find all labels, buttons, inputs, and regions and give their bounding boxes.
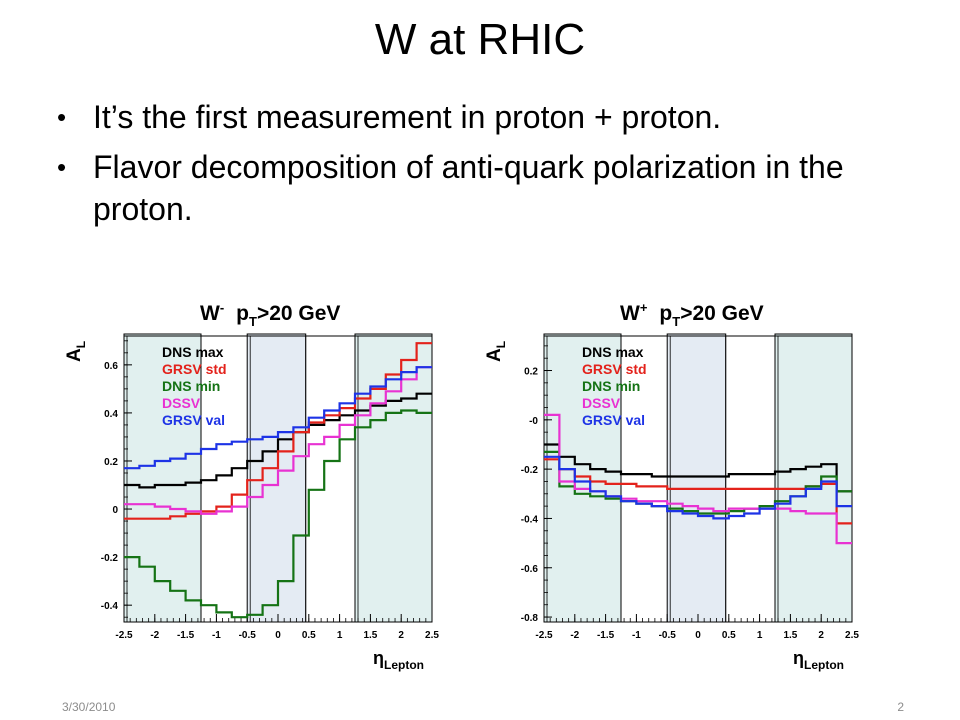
bullet-text: It’s the first measurement in proton + p… (93, 99, 722, 135)
x-tick-label: -1.5 (597, 630, 615, 641)
legend-entry: GRSV val (582, 412, 645, 428)
footer-date: 3/30/2010 (62, 700, 116, 714)
shaded-band (246, 333, 307, 623)
y-tick-label: 0.2 (524, 367, 538, 378)
x-tick-label: 2.5 (845, 630, 859, 641)
y-tick-label: 0.4 (104, 409, 118, 420)
x-tick-label: 0 (695, 630, 701, 641)
x-tick-label: 0.5 (302, 630, 316, 641)
legend-entry: GRSV std (162, 361, 227, 377)
x-tick-label: -0.5 (659, 630, 677, 641)
x-tick-label: 1 (337, 630, 343, 641)
chart-w-plus: W+ pT>20 GeV -0.8 -0.6 -0.4 -0.2 -0 0.2 -2.5 -2 -1… (484, 300, 859, 672)
bullet-list: • It’s the first measurement in proton +… (55, 96, 915, 238)
x-tick-label: 0 (275, 630, 281, 641)
x-axis-label: ηLepton (373, 648, 424, 672)
chart-title: W+ pT>20 GeV (620, 300, 764, 329)
legend-entry: GRSV val (162, 412, 225, 428)
y-tick-label: -0.6 (521, 564, 539, 575)
y-tick-label: -0.8 (521, 613, 539, 624)
chart-title-var: p (236, 302, 249, 325)
y-tick-label: -0.4 (521, 514, 539, 525)
chart-title-var: p (659, 302, 672, 325)
x-axis-label-sub: Lepton (804, 658, 844, 672)
y-tick-label: 0.6 (104, 361, 118, 372)
y-axis-label: AL (64, 341, 88, 362)
bullet-dot-icon: • (57, 152, 67, 182)
legend-entry: DSSV (162, 395, 201, 411)
slide-title: W at RHIC (374, 15, 586, 64)
series-line-grsv-val (124, 366, 432, 470)
shaded-band (774, 333, 853, 623)
chart-title-sub: T (249, 314, 257, 329)
y-axis-label-main: A (484, 348, 505, 362)
x-axis-label: ηLepton (793, 648, 844, 672)
chart-title-boson: W (200, 302, 220, 325)
legend-entry: GRSV std (582, 361, 647, 377)
y-tick-label: 0.2 (104, 457, 118, 468)
x-tick-label: -2.5 (535, 630, 553, 641)
series-line-dns-max (544, 443, 852, 493)
y-axis-label-sub: L (74, 341, 88, 348)
series-line-dns-min (124, 409, 432, 619)
chart-title-charge: + (640, 300, 648, 315)
y-axis-label-main: A (64, 348, 85, 362)
chart-title-sub: T (672, 314, 680, 329)
shaded-band (123, 333, 202, 623)
y-tick-label: -0 (529, 416, 538, 427)
x-tick-label: 1 (757, 630, 763, 641)
series-line-dns-max (124, 392, 432, 489)
legend-entry: DNS max (582, 344, 644, 360)
x-axis-label-main: η (793, 648, 804, 668)
x-tick-label: -2 (570, 630, 579, 641)
series-line-grsv-val (544, 455, 852, 520)
x-tick-label: -1.5 (177, 630, 195, 641)
y-tick-label: -0.4 (101, 601, 119, 612)
x-axis-label-sub: Lepton (384, 658, 424, 672)
chart-title: W-pT>20 GeV (200, 300, 340, 329)
chart-w-minus: W-pT>20 GeV-0.4-0.200.20.40.6-2.5 -2 -1.5-… (64, 300, 439, 672)
shaded-band (354, 333, 433, 623)
x-tick-label: -2 (150, 630, 159, 641)
y-axis-label-sub: L (494, 341, 508, 348)
x-tick-label: 0.5 (722, 630, 736, 641)
y-tick-label: -0.2 (521, 465, 539, 476)
x-tick-label: 2 (398, 630, 404, 641)
series-line-grsv-std (124, 342, 432, 520)
y-axis-label: AL (484, 341, 508, 362)
x-tick-label: -2.5 (115, 630, 133, 641)
bullet-item: • It’s the first measurement in proton +… (55, 96, 915, 138)
y-tick-label: 0 (112, 505, 118, 516)
shaded-band (543, 333, 622, 623)
bullet-dot-icon: • (57, 102, 67, 132)
legend-entry: DSSV (582, 395, 621, 411)
x-tick-label: 2.5 (425, 630, 439, 641)
x-axis-label-main: η (373, 648, 384, 668)
chart-title-cut: >20 GeV (257, 302, 340, 325)
bullet-item: • Flavor decomposition of anti-quark pol… (55, 146, 915, 230)
chart-title-boson: W (620, 302, 640, 325)
shaded-band (666, 333, 727, 623)
legend-entry: DNS min (162, 378, 220, 394)
chart-title-cut: >20 GeV (680, 302, 763, 325)
legend-entry: DNS max (162, 344, 224, 360)
page-number: 2 (897, 700, 904, 714)
x-tick-label: 2 (818, 630, 824, 641)
x-tick-label: -0.5 (239, 630, 257, 641)
x-tick-label: 1.5 (363, 630, 377, 641)
series-line-dssv (124, 366, 432, 515)
y-tick-label: -0.2 (101, 553, 119, 564)
x-tick-label: -1 (212, 630, 221, 641)
x-tick-label: 1.5 (783, 630, 797, 641)
bullet-text: Flavor decomposition of anti-quark polar… (93, 149, 844, 227)
chart-title-charge: - (220, 300, 224, 315)
x-tick-label: -1 (632, 630, 641, 641)
legend-entry: DNS min (582, 378, 640, 394)
